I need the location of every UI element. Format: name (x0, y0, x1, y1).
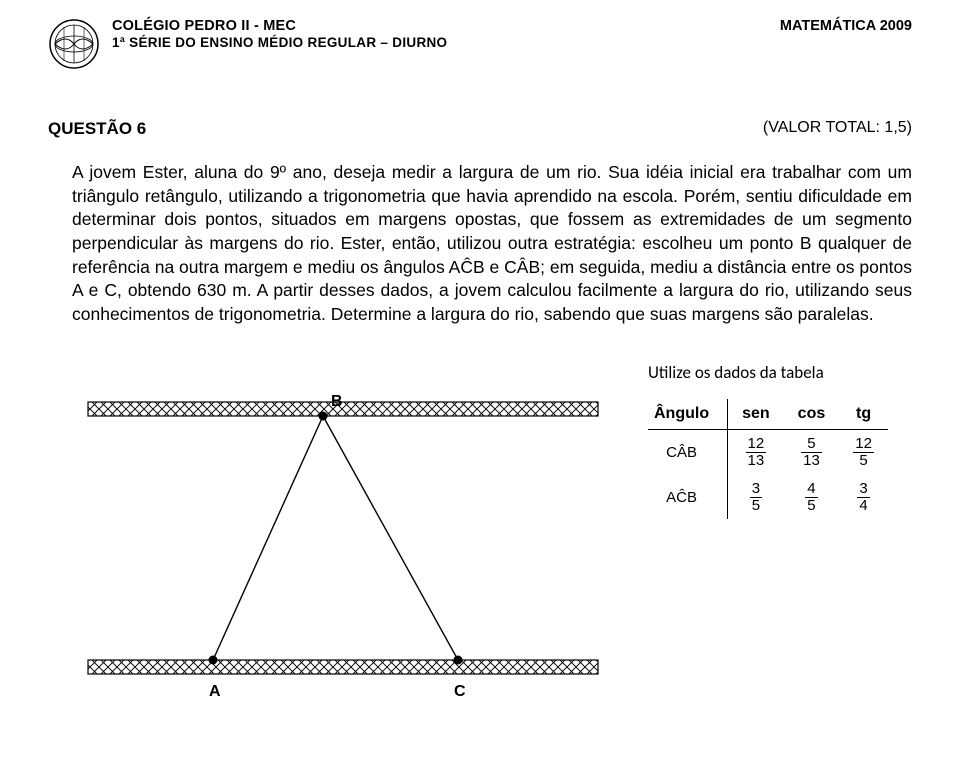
page-header: COLÉGIO PEDRO II - MEC 1ª SÉRIE DO ENSIN… (48, 18, 912, 75)
question-header: QUESTÃO 6 (VALOR TOTAL: 1,5) (48, 119, 912, 139)
header-series: 1ª SÉRIE DO ENSINO MÉDIO REGULAR – DIURN… (112, 35, 447, 50)
row1-sen: 35 (750, 481, 762, 514)
river-diagram: B A C (68, 362, 618, 707)
header-subject-year: MATEMÁTICA 2009 (780, 18, 912, 50)
row0-tg: 125 (853, 436, 874, 469)
svg-text:B: B (331, 393, 343, 410)
col-tg: tg (839, 399, 888, 430)
row1-angle: AĈB (648, 475, 728, 520)
row0-sen: 1213 (746, 436, 767, 469)
row0-angle: CÂB (648, 430, 728, 475)
col-angle: Ângulo (648, 399, 728, 430)
angle-cab: CÂB (504, 257, 540, 277)
col-cos: cos (784, 399, 840, 430)
body-part2: e (485, 257, 505, 277)
row1-tg: 34 (857, 481, 869, 514)
table-caption: Utilize os dados da tabela (648, 362, 888, 383)
trig-table: Ângulo sen cos tg CÂB 1213 513 125 AĈB (648, 399, 888, 519)
row1-cos: 45 (805, 481, 817, 514)
svg-text:C: C (454, 683, 466, 700)
angle-acb: AĈB (449, 257, 485, 277)
svg-text:A: A (209, 683, 221, 700)
question-body: A jovem Ester, aluna do 9º ano, deseja m… (72, 161, 912, 326)
row0-cos: 513 (801, 436, 822, 469)
table-row: CÂB 1213 513 125 (648, 430, 888, 475)
col-sen: sen (728, 399, 784, 430)
school-logo (48, 18, 100, 75)
header-school-name: COLÉGIO PEDRO II - MEC (112, 18, 447, 34)
question-value: (VALOR TOTAL: 1,5) (763, 119, 912, 139)
table-row: AĈB 35 45 34 (648, 475, 888, 520)
question-number: QUESTÃO 6 (48, 119, 146, 139)
